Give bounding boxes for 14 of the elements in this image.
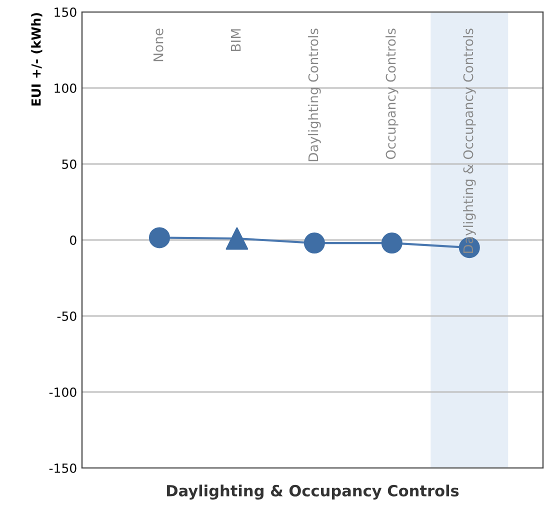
y-tick-label: 50: [62, 159, 76, 169]
x-tick-label: None: [154, 28, 164, 62]
y-tick-label: 100: [54, 83, 76, 93]
x-tick-label: Daylighting & Occupancy Controls: [463, 28, 476, 253]
y-tick-label: -150: [49, 463, 76, 473]
y-tick-label: 0: [70, 235, 76, 245]
y-tick-label: -50: [57, 311, 76, 321]
x-tick-label: Daylighting Controls: [308, 28, 321, 162]
x-tick-label: BIM: [230, 29, 241, 51]
y-axis-title: EUI +/- (kWh): [31, 13, 42, 106]
y-tick-label: -100: [49, 387, 76, 397]
x-axis-title: Daylighting & Occupancy Controls: [167, 484, 459, 500]
x-tick-label: Occupancy Controls: [386, 28, 398, 160]
y-tick-label: 150: [54, 7, 76, 17]
